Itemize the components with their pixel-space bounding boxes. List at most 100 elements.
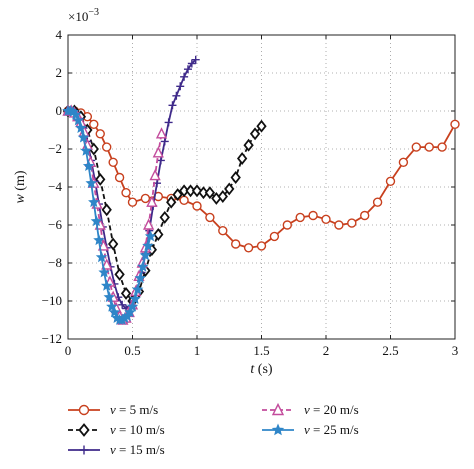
plus-marker bbox=[183, 65, 192, 74]
y-tick-label: 4 bbox=[56, 27, 63, 42]
circle-marker bbox=[230, 239, 241, 249]
legend-item-2: v = 10 m/s bbox=[68, 422, 165, 437]
triangle-marker bbox=[149, 169, 161, 181]
plus-marker bbox=[79, 445, 89, 455]
y-tick-label: 0 bbox=[56, 103, 63, 118]
circle-marker bbox=[450, 119, 460, 130]
star-marker bbox=[126, 300, 139, 312]
star-marker bbox=[72, 114, 85, 126]
star-marker bbox=[131, 283, 144, 295]
triangle-marker bbox=[101, 258, 113, 270]
star-marker bbox=[88, 196, 100, 208]
diamond-marker bbox=[153, 228, 164, 241]
circle-marker bbox=[398, 157, 409, 168]
y-tick-label: −10 bbox=[42, 293, 62, 308]
diamond-marker bbox=[204, 186, 216, 200]
y-tick-label: −6 bbox=[48, 217, 62, 232]
star-marker bbox=[75, 122, 87, 133]
triangle-marker bbox=[97, 239, 110, 251]
circle-marker bbox=[140, 193, 151, 204]
star-marker bbox=[129, 293, 141, 304]
circle-marker bbox=[372, 197, 383, 207]
star-marker bbox=[80, 144, 92, 156]
y-tick-label: −8 bbox=[48, 255, 62, 270]
legend-label: v = 25 m/s bbox=[304, 422, 359, 437]
x-tick-label: 2.5 bbox=[382, 343, 398, 358]
star-marker bbox=[137, 260, 149, 272]
diamond-marker bbox=[95, 172, 106, 186]
diamond-marker bbox=[236, 152, 248, 165]
series-5 bbox=[62, 104, 157, 325]
star-marker bbox=[124, 306, 136, 318]
diamond-marker bbox=[120, 286, 132, 300]
plus-marker bbox=[191, 55, 200, 64]
plus-marker bbox=[168, 101, 177, 110]
plus-marker bbox=[118, 300, 127, 309]
circle-marker bbox=[89, 119, 99, 130]
plus-marker bbox=[156, 156, 165, 165]
diamond-marker bbox=[230, 171, 241, 184]
star-marker bbox=[95, 251, 108, 263]
circle-marker bbox=[121, 187, 131, 198]
diamond-marker bbox=[256, 119, 267, 133]
x-tick-label: 0 bbox=[65, 343, 72, 358]
circle-marker bbox=[360, 210, 370, 221]
circle-marker bbox=[101, 142, 112, 152]
circle-marker bbox=[282, 220, 292, 230]
diamond-marker bbox=[172, 188, 183, 202]
circle-marker bbox=[108, 157, 118, 168]
star-marker bbox=[134, 272, 146, 284]
circle-marker bbox=[78, 404, 90, 416]
star-marker bbox=[271, 423, 285, 436]
diamond-marker bbox=[114, 267, 125, 281]
circle-marker bbox=[424, 142, 434, 152]
diamond-marker bbox=[159, 210, 170, 224]
series-4 bbox=[62, 104, 168, 325]
plus-marker bbox=[180, 72, 189, 81]
plus-marker bbox=[164, 118, 173, 127]
legend-label: v = 15 m/s bbox=[110, 442, 165, 457]
circle-marker bbox=[192, 201, 202, 211]
circle-marker bbox=[321, 214, 331, 225]
star-marker bbox=[100, 279, 113, 291]
triangle-marker bbox=[155, 127, 168, 139]
diamond-marker bbox=[249, 127, 261, 141]
diamond-marker bbox=[107, 237, 119, 251]
diamond-marker bbox=[224, 182, 235, 196]
triangle-marker bbox=[142, 218, 155, 230]
circle-marker bbox=[127, 197, 138, 207]
circle-marker bbox=[334, 220, 344, 230]
plus-marker bbox=[160, 137, 169, 146]
circle-marker bbox=[308, 210, 318, 221]
diamond-marker bbox=[217, 190, 228, 203]
plus-marker bbox=[176, 82, 185, 91]
series-layer bbox=[62, 55, 460, 325]
circle-marker bbox=[95, 129, 105, 139]
triangle-marker bbox=[271, 402, 285, 416]
x-tick-label: 1 bbox=[194, 343, 201, 358]
diamond-marker bbox=[78, 423, 90, 437]
y-tick-label: 2 bbox=[56, 65, 63, 80]
x-tick-label: 0.5 bbox=[124, 343, 140, 358]
series-line bbox=[68, 110, 163, 322]
triangle-marker bbox=[152, 146, 164, 158]
circle-marker bbox=[243, 243, 254, 253]
legend-item-3: v = 15 m/s bbox=[68, 442, 165, 457]
x-axis-label: t (s) bbox=[250, 362, 273, 377]
star-marker bbox=[85, 177, 97, 189]
legend-item-5: v = 25 m/s bbox=[262, 422, 359, 437]
star-marker bbox=[77, 131, 90, 143]
plus-marker bbox=[172, 91, 181, 100]
circle-marker bbox=[179, 195, 189, 206]
x-tick-label: 1.5 bbox=[253, 343, 269, 358]
triangle-marker bbox=[146, 195, 158, 207]
circle-marker bbox=[114, 172, 125, 183]
diamond-marker bbox=[166, 195, 177, 209]
circle-marker bbox=[385, 176, 396, 187]
circle-marker bbox=[295, 212, 305, 223]
x-tick-label: 3 bbox=[452, 343, 459, 358]
legend-item-1: v = 5 m/s bbox=[68, 402, 158, 417]
y-tick-label: −4 bbox=[48, 179, 62, 194]
legend-label: v = 5 m/s bbox=[110, 402, 158, 417]
